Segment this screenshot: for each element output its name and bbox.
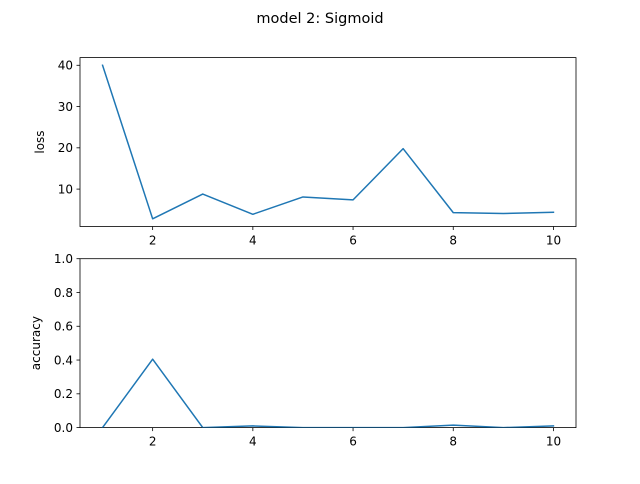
loss-point — [352, 198, 355, 201]
loss-point — [151, 217, 154, 220]
loss-xtick-label: 8 — [449, 234, 457, 248]
accuracy-ytick-label: 0.2 — [54, 387, 73, 401]
accuracy-point — [452, 424, 455, 427]
accuracy-point — [101, 426, 104, 429]
loss-ytick-label: 10 — [58, 182, 73, 196]
loss-xtick-label: 6 — [349, 234, 357, 248]
accuracy-point — [352, 426, 355, 429]
accuracy-point — [402, 426, 405, 429]
loss-point — [502, 212, 505, 215]
accuracy-point — [301, 426, 304, 429]
accuracy-xtick-label: 8 — [449, 435, 457, 449]
loss-point — [101, 64, 104, 67]
accuracy-xtick-label: 4 — [249, 435, 257, 449]
loss-xtick-label: 4 — [249, 234, 257, 248]
accuracy-point — [552, 424, 555, 427]
accuracy-ytick-label: 0.8 — [54, 286, 73, 300]
accuracy-xtick-label: 10 — [546, 435, 561, 449]
loss-ytick-label: 30 — [58, 100, 73, 114]
accuracy-ytick-label: 1.0 — [54, 252, 73, 266]
accuracy-xtick-label: 2 — [149, 435, 157, 449]
figure-title: model 2: Sigmoid — [256, 11, 383, 27]
loss-point — [251, 213, 254, 216]
accuracy-ytick-label: 0.6 — [54, 320, 73, 334]
loss-point — [452, 211, 455, 214]
loss-ylabel: loss — [33, 130, 47, 153]
accuracy-ytick-label: 0.4 — [54, 353, 73, 367]
accuracy-point — [201, 426, 204, 429]
loss-ytick-label: 20 — [58, 141, 73, 155]
loss-point — [201, 193, 204, 196]
loss-subplot: 2 4 6 8 10 10 20 30 40 loss — [33, 57, 577, 248]
accuracy-point — [251, 424, 254, 427]
loss-ytick-label: 40 — [58, 59, 73, 73]
loss-xtick-label: 2 — [149, 234, 157, 248]
loss-series-line — [101, 64, 555, 220]
accuracy-subplot: 2 4 6 8 10 0.0 0.2 0.4 0.6 0.8 1.0 accuracy — [29, 252, 577, 449]
accuracy-axes-frame — [79, 258, 577, 429]
accuracy-xtick-label: 6 — [349, 435, 357, 449]
accuracy-ylabel: accuracy — [29, 316, 43, 370]
loss-axes-frame — [79, 57, 577, 227]
accuracy-ytick-label: 0.0 — [54, 421, 73, 435]
loss-point — [402, 147, 405, 150]
loss-point — [301, 195, 304, 198]
loss-point — [552, 211, 555, 214]
loss-xtick-label: 10 — [546, 234, 561, 248]
accuracy-point — [502, 426, 505, 429]
accuracy-series-line — [101, 358, 555, 428]
accuracy-point — [151, 358, 154, 361]
